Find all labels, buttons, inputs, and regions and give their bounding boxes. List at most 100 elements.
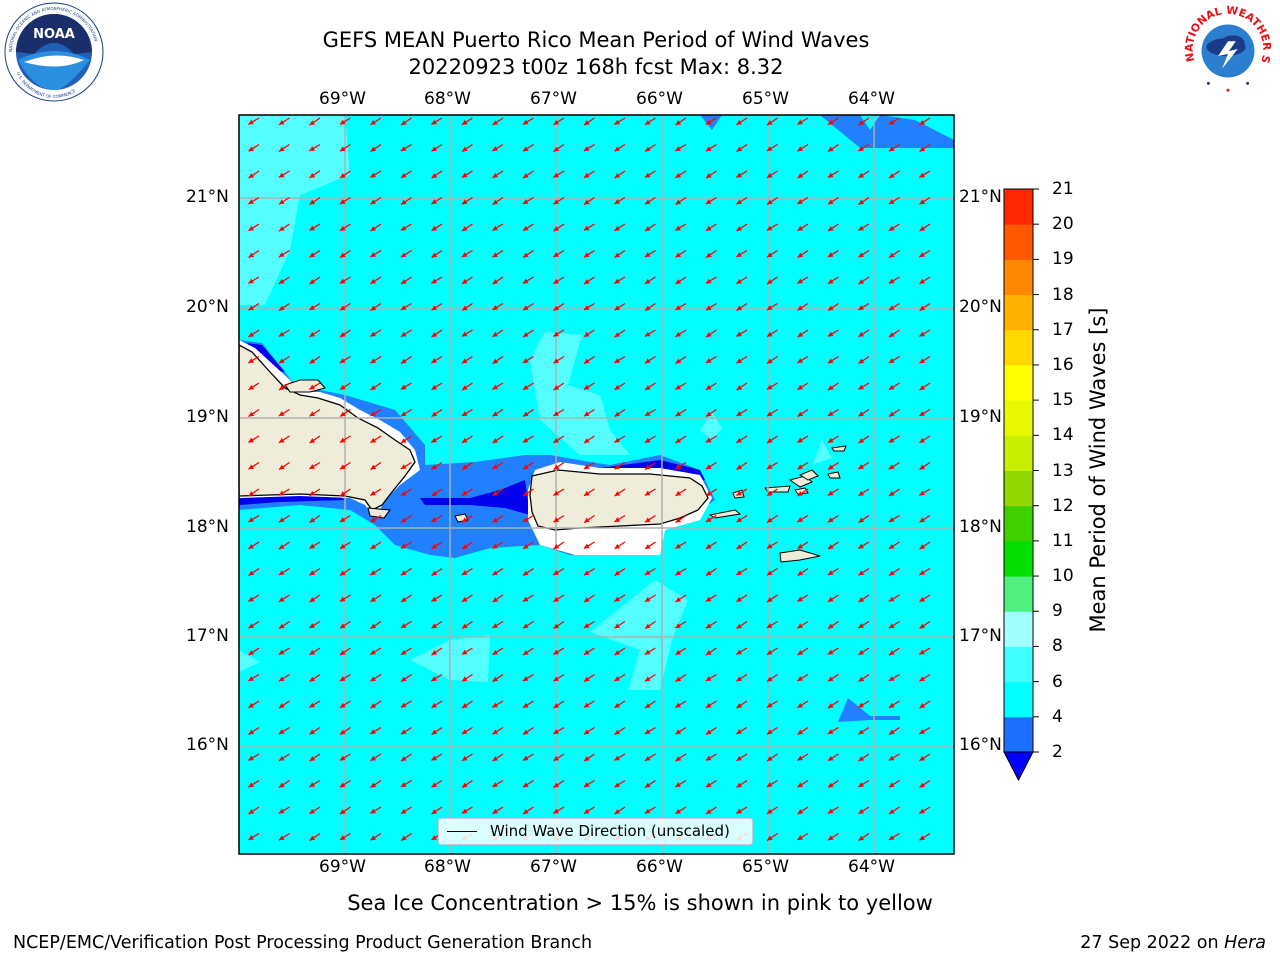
map-frame: [238, 114, 955, 855]
direction-arrow-head: [888, 278, 895, 284]
direction-arrow-head: [888, 437, 895, 443]
direction-arrow-head: [644, 649, 651, 655]
direction-arrow-head: [401, 597, 407, 603]
colorbar-segment: [1004, 505, 1033, 542]
direction-arrow-head: [309, 649, 316, 655]
direction-arrow-head: [706, 252, 712, 258]
noaa-logo: NOAA NATIONAL OCEANIC AND ATMOSPHERIC AD…: [4, 2, 104, 102]
direction-arrow-head: [584, 358, 590, 364]
direction-arrow-head: [706, 411, 712, 417]
direction-arrow-head: [797, 278, 803, 284]
direction-arrow-head: [339, 676, 346, 681]
direction-arrow-head: [279, 305, 285, 311]
footer-date-text: 27 Sep 2022 on: [1080, 933, 1225, 953]
direction-arrow-head: [340, 173, 346, 179]
direction-arrow-head: [370, 835, 377, 841]
direction-arrow-head: [706, 491, 712, 497]
direction-arrow-head: [644, 676, 651, 682]
direction-arrow-head: [523, 411, 529, 417]
direction-arrow-head: [431, 809, 438, 815]
direction-arrow-head: [340, 491, 346, 497]
direction-arrow-head: [431, 411, 438, 417]
colorbar-tick-label: 15: [1052, 390, 1074, 411]
direction-arrow-head: [523, 809, 529, 815]
direction-arrow-head: [309, 331, 316, 337]
colorbar-tick-label: 18: [1052, 284, 1074, 305]
direction-arrow-head: [797, 173, 804, 179]
direction-arrow-head: [431, 305, 438, 311]
direction-arrow-head: [766, 384, 773, 390]
direction-arrow-head: [644, 411, 651, 416]
direction-arrow-head: [705, 437, 712, 443]
direction-arrow-head: [461, 437, 468, 443]
direction-arrow-head: [431, 146, 438, 152]
direction-arrow-head: [766, 464, 773, 469]
direction-arrow-head: [553, 331, 559, 337]
direction-arrow-head: [279, 146, 285, 152]
puerto-rico-land: [454, 462, 712, 555]
direction-arrow-head: [766, 543, 773, 549]
direction-arrow-head: [553, 385, 560, 391]
direction-arrow-head: [888, 119, 895, 125]
direction-arrow-head: [675, 252, 682, 258]
direction-arrow-head: [645, 385, 651, 391]
direction-arrow-head: [797, 729, 804, 735]
direction-arrow-head: [553, 808, 559, 814]
direction-arrow-head: [339, 119, 346, 125]
direction-arrow-head: [919, 358, 926, 364]
direction-arrow-head: [248, 702, 255, 708]
colorbar-tick-label: 14: [1052, 425, 1074, 446]
direction-arrow-head: [248, 835, 254, 840]
direction-arrow-head: [736, 596, 743, 602]
colorbar-tick-label: 11: [1052, 530, 1074, 551]
direction-arrow-head: [400, 570, 407, 576]
direction-arrow-head: [705, 464, 712, 470]
direction-arrow-head: [675, 676, 682, 682]
direction-arrow-head: [858, 411, 865, 417]
direction-arrow-head: [614, 809, 621, 815]
direction-arrow-head: [919, 278, 926, 284]
direction-arrow-head: [492, 279, 499, 285]
direction-arrow-head: [462, 782, 468, 788]
direction-arrow-head: [370, 570, 376, 575]
direction-arrow-head: [705, 278, 712, 284]
direction-arrow-head: [309, 305, 315, 310]
direction-arrow-head: [248, 570, 255, 576]
direction-arrow-head: [919, 146, 926, 152]
direction-arrow-head: [492, 464, 498, 469]
direction-arrow-head: [766, 172, 773, 178]
direction-arrow-head: [858, 543, 864, 549]
direction-arrow-head: [645, 782, 651, 788]
direction-arrow-head: [370, 146, 377, 152]
colorbar-tick-label: 16: [1052, 354, 1074, 375]
direction-arrow-head: [583, 782, 590, 787]
direction-arrow-head: [919, 464, 926, 470]
direction-arrow-head: [370, 649, 376, 655]
direction-arrow-head: [858, 570, 865, 576]
direction-arrow-head: [675, 543, 681, 549]
wind-wave-direction-arrows: [248, 117, 931, 842]
direction-arrow-head: [614, 782, 621, 788]
direction-arrow-head: [583, 490, 590, 496]
direction-arrow-head: [675, 702, 681, 708]
direction-arrow-head: [553, 517, 560, 523]
direction-arrow-head: [248, 305, 255, 311]
direction-arrow-head: [888, 676, 895, 681]
direction-arrow-head: [736, 464, 743, 470]
direction-arrow-head: [522, 517, 529, 522]
direction-arrow-head: [462, 544, 468, 550]
direction-arrow-head: [431, 225, 438, 231]
direction-arrow-head: [827, 490, 834, 496]
direction-arrow-head: [675, 597, 682, 603]
direction-arrow-head: [431, 464, 438, 470]
direction-arrow-head: [919, 172, 925, 178]
lon-label-bottom: 64°W: [848, 857, 895, 877]
direction-arrow-head: [492, 570, 499, 576]
direction-arrow-head: [858, 729, 865, 735]
lat-label-left: 16°N: [186, 735, 229, 755]
direction-arrow-head: [370, 729, 376, 734]
direction-arrow-head: [278, 835, 285, 841]
direction-arrow-head: [858, 225, 864, 231]
lat-label-left: 20°N: [186, 297, 229, 317]
direction-arrow-head: [339, 543, 346, 549]
